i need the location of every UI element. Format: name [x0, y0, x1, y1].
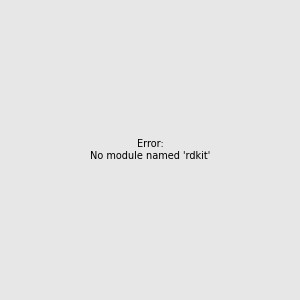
- Text: Error:
No module named 'rdkit': Error: No module named 'rdkit': [90, 139, 210, 161]
